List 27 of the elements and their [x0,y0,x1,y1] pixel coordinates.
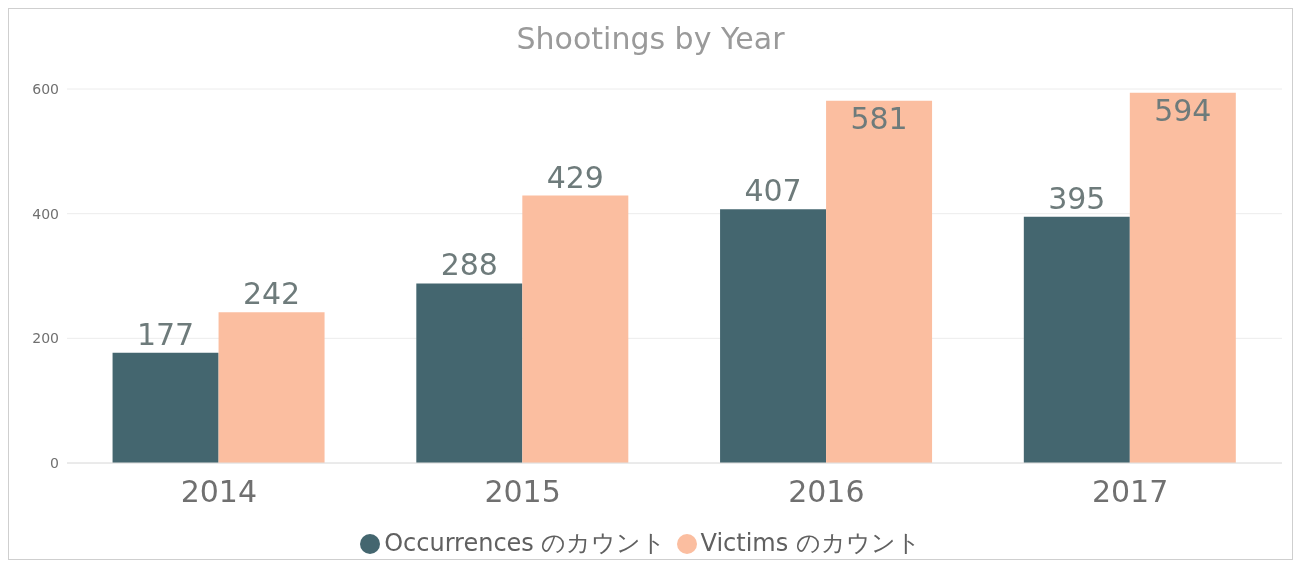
y-tick-label: 0 [50,454,59,471]
data-label: 429 [546,159,604,195]
x-tick-label: 2015 [484,474,561,510]
y-tick-label: 600 [32,80,59,97]
y-tick-label: 200 [32,330,59,347]
x-tick-label: 2016 [788,474,865,510]
x-tick-label: 2017 [1091,474,1169,510]
data-label: 407 [744,173,802,209]
chart-title: Shootings by Year [515,20,786,58]
bar [1129,92,1236,463]
bar [1023,216,1130,463]
bar [218,312,325,463]
y-tick-label: 400 [32,205,59,222]
legend-label: Victims のカウント [700,529,921,557]
data-label: 288 [440,247,498,283]
bar [720,209,827,463]
data-label: 581 [850,100,908,136]
data-label: 594 [1154,92,1212,128]
data-label: 177 [136,316,195,352]
data-label: 395 [1048,180,1106,216]
bar [112,352,219,463]
bar [522,195,629,463]
data-label: 242 [242,276,301,312]
legend-label: Occurrences のカウント [384,529,667,557]
bar [826,100,933,463]
bar [416,283,523,463]
x-tick-label: 2014 [180,474,258,510]
